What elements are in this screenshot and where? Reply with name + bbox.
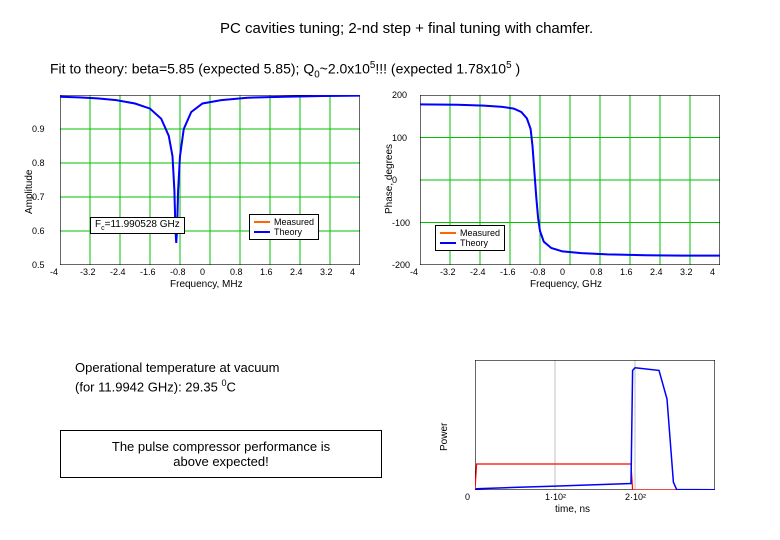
pulse-chart: 01·10²2·10²Powertime, ns: [475, 360, 715, 490]
xtick-label: 2.4: [650, 267, 663, 277]
legend-item: Theory: [440, 238, 500, 248]
ytick-label: 200: [392, 90, 416, 100]
amplitude-chart: -4-3.2-2.4-1.6-0.800.81.62.43.240.50.60.…: [60, 95, 360, 265]
op-temp-l2b: C: [227, 379, 236, 394]
xtick-label: 0.8: [230, 267, 243, 277]
xtick-label: -2.4: [110, 267, 126, 277]
legend-label: Theory: [460, 238, 488, 248]
sub-p4: ): [512, 61, 521, 77]
legend-swatch: [440, 232, 456, 234]
legend: MeasuredTheory: [435, 225, 505, 251]
xtick-label: 0: [560, 267, 565, 277]
ytick-label: 0.7: [32, 192, 56, 202]
xtick-label: -0.8: [170, 267, 186, 277]
xtick-label: 2.4: [290, 267, 303, 277]
legend-label: Measured: [274, 217, 314, 227]
xtick-label: -1.6: [140, 267, 156, 277]
xtick-label: 1·10²: [545, 492, 566, 502]
ytick-label: 0.5: [32, 260, 56, 270]
xtick-label: 0: [465, 492, 470, 502]
legend-label: Measured: [460, 228, 500, 238]
op-temp-l2a: (for 11.9942 GHz): 29.35: [75, 379, 221, 394]
chart-svg: [475, 360, 715, 490]
xtick-label: 3.2: [320, 267, 333, 277]
legend-swatch: [440, 242, 456, 244]
callout-l2: above expected!: [71, 454, 371, 469]
xtick-label: -3.2: [440, 267, 456, 277]
sub-p3: !!! (expected 1.78x10: [375, 61, 506, 77]
chart-annotation: Fc=11.990528 GHz: [90, 217, 185, 234]
x-axis-label: Frequency, MHz: [170, 279, 243, 290]
x-axis-label: time, ns: [555, 504, 590, 515]
ytick-label: -200: [392, 260, 416, 270]
ytick-label: 0.6: [32, 226, 56, 236]
legend-item: Measured: [254, 217, 314, 227]
legend-label: Theory: [274, 227, 302, 237]
phase-chart: -4-3.2-2.4-1.6-0.800.81.62.43.24-200-100…: [420, 95, 720, 265]
xtick-label: 1.6: [260, 267, 273, 277]
xtick-label: -3.2: [80, 267, 96, 277]
page-title: PC cavities tuning; 2-nd step + final tu…: [220, 20, 593, 37]
xtick-label: -1.6: [500, 267, 516, 277]
y-axis-label: Amplitude: [24, 170, 35, 214]
y-axis-label: Power: [439, 423, 450, 451]
xtick-label: 4: [710, 267, 715, 277]
series-input: [475, 464, 715, 490]
performance-callout: The pulse compressor performance is abov…: [60, 430, 382, 478]
sub-p1: Fit to theory: beta=5.85 (expected 5.85)…: [50, 61, 314, 77]
xtick-label: 0.8: [590, 267, 603, 277]
xtick-label: 3.2: [680, 267, 693, 277]
series-output: [475, 368, 715, 490]
legend-item: Theory: [254, 227, 314, 237]
legend: MeasuredTheory: [249, 214, 319, 240]
x-axis-label: Frequency, GHz: [530, 279, 602, 290]
legend-item: Measured: [440, 228, 500, 238]
op-temp-line1: Operational temperature at vacuum: [75, 360, 280, 375]
y-axis-label: Phase, degrees: [384, 144, 395, 214]
legend-swatch: [254, 221, 270, 223]
xtick-label: 2·10²: [625, 492, 646, 502]
ytick-label: -100: [392, 218, 416, 228]
xtick-label: 1.6: [620, 267, 633, 277]
callout-l1: The pulse compressor performance is: [71, 439, 371, 454]
ytick-label: 0.8: [32, 158, 56, 168]
op-temp-line2: (for 11.9942 GHz): 29.35 0C: [75, 378, 236, 394]
xtick-label: 0: [200, 267, 205, 277]
xtick-label: 4: [350, 267, 355, 277]
ytick-label: 100: [392, 133, 416, 143]
legend-swatch: [254, 231, 270, 233]
xtick-label: -2.4: [470, 267, 486, 277]
ytick-label: 0: [392, 175, 416, 185]
xtick-label: -0.8: [530, 267, 546, 277]
sub-p2: ~2.0x10: [320, 61, 370, 77]
subtitle: Fit to theory: beta=5.85 (expected 5.85)…: [50, 60, 520, 80]
ytick-label: 0.9: [32, 124, 56, 134]
